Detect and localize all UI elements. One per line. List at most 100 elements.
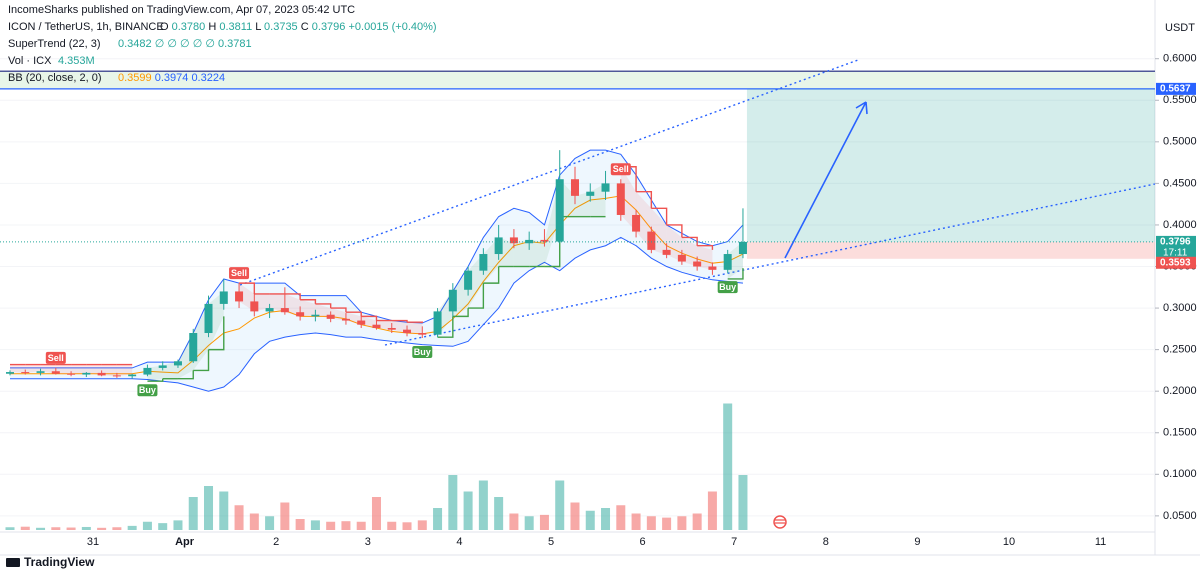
candle-body [738, 241, 747, 255]
bb-value: 0.3599 [118, 72, 152, 84]
x-tick-label: 5 [548, 536, 554, 548]
arrow-head [855, 101, 868, 115]
resistance-zone [0, 71, 1155, 89]
candle-body [82, 372, 91, 375]
volume-bar [204, 486, 214, 530]
volume-bar [417, 520, 427, 530]
candle-body [570, 179, 579, 196]
candle-body [265, 308, 274, 312]
volume-bar [280, 502, 290, 530]
volume-bar [494, 497, 504, 530]
signal-label: Buy [139, 385, 156, 395]
supertrend-line [681, 236, 698, 246]
supertrend-line [452, 308, 469, 318]
volume-bar [662, 517, 672, 530]
volume-bar [81, 526, 91, 530]
ohlc-part: 0.3796 [312, 21, 346, 33]
symbol: ICON / TetherUS, 1h, BINANCE [8, 21, 164, 33]
candle-body [418, 333, 427, 335]
supertrend-fill [269, 293, 285, 313]
supertrend-value: ∅ [155, 38, 165, 50]
candle-body [586, 191, 595, 196]
last-price-tag: 0.3796 [1160, 237, 1191, 248]
logo-mark [6, 558, 20, 567]
candle-body [509, 237, 518, 244]
volume-bar [295, 519, 305, 530]
supertrend-value: ∅ [167, 38, 177, 50]
volume-bar [524, 516, 534, 530]
supertrend-fill [574, 191, 591, 217]
x-tick-label: 8 [823, 536, 829, 548]
candle-body [693, 261, 702, 267]
candle-body [632, 214, 641, 232]
volume-bar [127, 525, 137, 530]
supertrend-name: SuperTrend (22, 3) [8, 38, 101, 50]
candle-body [158, 365, 167, 368]
ohlc-part: C [301, 21, 309, 33]
supertrend-line [300, 299, 317, 304]
candle-body [372, 324, 381, 329]
candle-body [67, 373, 76, 375]
candle-body [387, 328, 396, 330]
volume-bar [738, 475, 748, 530]
target-tag: 0.5637 [1160, 84, 1191, 95]
candle-body [601, 183, 610, 192]
signal-label: Buy [719, 282, 736, 292]
volume-bar [509, 513, 519, 530]
supertrend-line [437, 316, 454, 338]
stop-tag-box [1156, 256, 1196, 269]
candle-body [616, 183, 625, 215]
volume-bar [219, 491, 229, 530]
loss-zone [746, 241, 1155, 259]
candle-body [357, 320, 366, 325]
volume-bar [707, 491, 717, 530]
supertrend-line [239, 282, 256, 294]
volume-bar [97, 527, 107, 530]
candle-body [326, 314, 335, 319]
volume-bar [158, 523, 168, 530]
supertrend-line [345, 311, 362, 317]
publisher: IncomeSharks published on TradingView.co… [8, 4, 355, 16]
stop-tag: 0.3593 [1160, 257, 1191, 268]
volume-bar [249, 513, 259, 530]
volume-bar [265, 516, 275, 530]
event-flag-stripes [775, 519, 785, 524]
supertrend-fill [513, 239, 530, 267]
candle-body [341, 318, 350, 321]
volume-bar [692, 513, 702, 530]
volume-bar [570, 502, 580, 530]
supertrend-fill [10, 364, 26, 373]
y-tick-label: 0.4000 [1163, 219, 1197, 231]
candle-body [235, 291, 244, 302]
currency: USDT [1165, 22, 1195, 34]
supertrend-value: 0.3781 [218, 38, 252, 50]
volume-bar [585, 510, 595, 530]
signal-label: Sell [613, 164, 629, 174]
volume-bar [433, 508, 443, 530]
y-tick-label: 0.5000 [1163, 136, 1197, 148]
candle-body [662, 249, 671, 255]
supertrend-line [208, 316, 225, 351]
ohlc-part: 0.3780 [172, 21, 206, 33]
signal-label: Sell [231, 268, 247, 278]
ohlc-part: +0.0015 (+0.40%) [348, 21, 436, 33]
supertrend-line [407, 321, 423, 324]
y-tick-label: 0.3000 [1163, 302, 1197, 314]
candle-body [723, 254, 732, 270]
countdown: 17:11 [1163, 248, 1188, 259]
candle-body [479, 254, 488, 271]
ohlc-part: O [160, 21, 169, 33]
x-tick-label: 7 [731, 536, 737, 548]
volume-bar [555, 480, 565, 530]
volume-bar [112, 527, 122, 530]
signal-box [412, 345, 433, 358]
supertrend-fill [529, 239, 545, 267]
ohlc-part: H [208, 21, 216, 33]
target-tag-box [1156, 82, 1196, 95]
signal-box [717, 281, 738, 294]
supertrend-fill [116, 364, 133, 377]
supertrend-value: ∅ [205, 38, 215, 50]
